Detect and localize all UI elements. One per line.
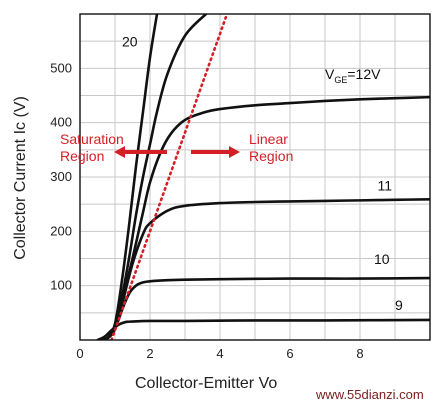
x-tick-label: 4 xyxy=(216,346,223,361)
x-tick-label: 2 xyxy=(146,346,153,361)
y-tick-label: 400 xyxy=(50,115,72,130)
region-label-line: Region xyxy=(60,148,104,164)
plot-frame xyxy=(79,13,431,341)
x-tick-label: 0 xyxy=(76,346,83,361)
region-arrow-head xyxy=(229,146,240,158)
curve-label: 20 xyxy=(122,34,138,50)
curve-label-value: =12V xyxy=(347,66,381,82)
region-label-line: Region xyxy=(249,148,293,164)
curve-label: 11 xyxy=(378,178,393,194)
y-tick-label: 500 xyxy=(50,60,72,75)
tick-labels: 0 2 4 6 8 100 200 300 400 500 xyxy=(50,60,363,361)
curve-label-subscript: GE xyxy=(334,75,347,85)
grid xyxy=(80,14,430,340)
curve-label-v: V xyxy=(325,66,335,82)
region-label-line: Linear xyxy=(249,131,288,147)
y-tick-label: 200 xyxy=(50,223,72,238)
curve-label: 9 xyxy=(395,297,403,313)
x-axis-label: Collector-Emitter Vo xyxy=(135,375,277,392)
curve-labels: 20 VGE=12V 11 10 9 xyxy=(122,34,403,314)
curve-series-6 xyxy=(96,318,430,340)
region-arrow-head xyxy=(114,146,125,158)
x-tick-label: 6 xyxy=(286,346,293,361)
y-axis-label: Collector Current Ic (V) xyxy=(12,96,29,260)
region-label-line: Saturation xyxy=(60,131,124,147)
y-tick-label: 100 xyxy=(50,278,72,293)
boundary-line xyxy=(110,14,229,340)
x-tick-label: 8 xyxy=(356,346,363,361)
curve-label: 10 xyxy=(374,251,390,267)
curve-label: VGE=12V xyxy=(325,66,381,85)
saturation-linear-boundary xyxy=(110,14,229,340)
y-tick-label: 300 xyxy=(50,169,72,184)
watermark: www.55dianzi.com xyxy=(315,387,424,402)
